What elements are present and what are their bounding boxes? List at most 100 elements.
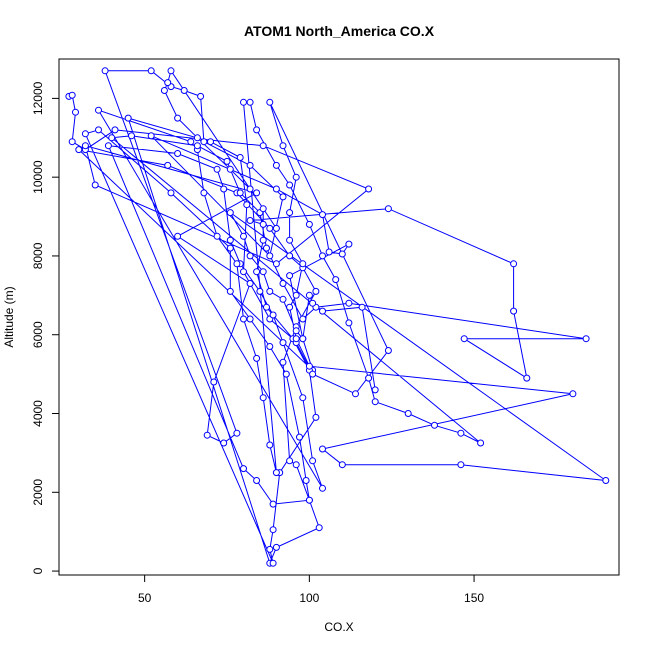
data-point [319,484,326,492]
data-point [246,98,254,106]
data-point [240,232,247,240]
data-point [259,268,267,276]
data-point [266,252,274,260]
data-point [263,303,270,311]
data-point [233,260,241,268]
y-axis-label: Altitude (m) [2,286,16,347]
data-point [240,268,247,276]
data-point [124,114,132,122]
x-tick-label: 50 [138,591,152,605]
y-tick-label: 10000 [31,160,45,194]
data-point [226,236,234,244]
data-point [246,315,254,323]
data-point [269,311,277,319]
data-point [81,130,89,138]
data-point [325,248,333,256]
data-point [431,421,438,429]
data-point [286,181,294,189]
data-point [582,335,590,343]
data-point [246,280,254,287]
data-point [266,441,274,449]
data-point [279,358,287,366]
data-point [81,142,89,150]
data-point [174,232,182,240]
data-point [167,67,175,75]
data-point [226,287,234,295]
x-tick-label: 150 [464,591,484,605]
data-point [279,339,287,347]
chart-title: ATOM1 North_America CO.X [244,23,435,39]
series-layer [68,69,608,565]
data-point [272,469,280,477]
y-tick-label: 6000 [31,321,45,348]
data-point [256,287,264,295]
data-point [164,161,172,169]
data-point [279,193,287,201]
data-point [269,526,277,534]
data-point [220,185,228,193]
x-tick-label: 100 [299,591,319,605]
data-point [200,138,208,146]
data-point [164,79,172,87]
data-point [510,260,518,268]
data-point [68,138,76,146]
data-point [279,295,287,303]
data-point [213,232,221,240]
data-point [259,205,267,213]
data-point [404,410,412,417]
data-point [111,126,119,134]
data-point [236,189,244,197]
data-point [345,319,353,327]
data-point [569,390,577,398]
data-point [259,236,267,244]
data-point [266,224,274,232]
data-point [319,445,326,453]
y-tick-label: 2000 [31,479,45,506]
data-point [296,433,303,441]
data-point [203,431,211,439]
data-point [299,335,307,343]
data-point [213,165,221,173]
data-point [253,189,261,197]
x-axis-label: CO.X [324,620,353,634]
data-point [286,209,294,217]
data-point [210,378,218,386]
data-point [352,390,359,398]
data-point [220,439,228,447]
data-point [457,429,465,437]
data-point [338,250,346,258]
data-point [174,150,182,157]
data-point [286,272,294,280]
data-point [384,347,392,354]
data-point [305,362,313,370]
data-point [523,374,531,382]
data-point [460,335,468,343]
data-point [174,114,182,122]
data-point [319,307,326,315]
data-point [365,374,373,382]
data-point [104,142,112,150]
data-point [286,252,294,260]
data-point [246,161,254,169]
data-point [147,132,155,140]
data-point [365,185,373,193]
data-point [95,106,102,114]
data-point [259,394,267,402]
data-point [263,244,270,252]
data-point [272,161,280,169]
data-point [197,92,205,100]
data-point [95,126,102,134]
data-point [286,236,294,244]
data-point [305,496,313,504]
data-point [345,299,353,307]
data-point [266,287,274,295]
data-point [302,477,310,484]
data-point [358,303,366,311]
data-point [309,457,317,465]
data-point [72,108,79,116]
data-point [240,465,247,473]
data-point [226,209,234,217]
data-point [223,157,231,165]
data-point [292,291,300,299]
